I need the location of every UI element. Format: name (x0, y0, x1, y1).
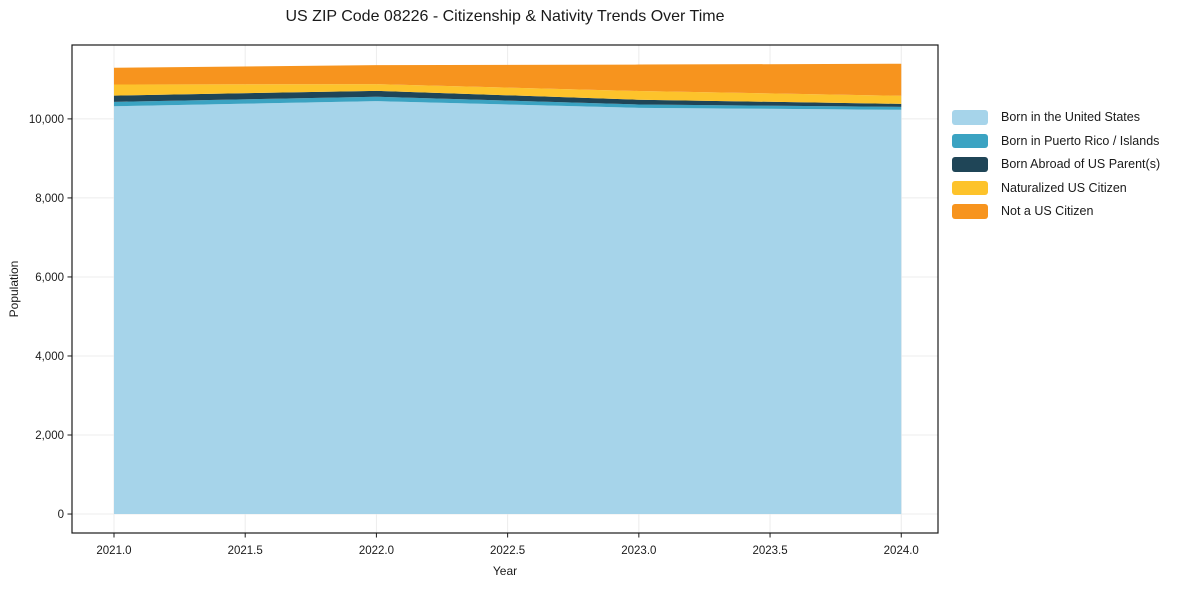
x-axis-label: Year (492, 564, 518, 578)
legend-swatch-not-citizen (952, 204, 988, 219)
y-tick-label: 0 (58, 509, 64, 521)
legend-swatch-born-in-puerto-rico (952, 133, 988, 148)
y-tick-label: 6,000 (35, 272, 64, 284)
legend-label: Born in the United States (1001, 110, 1140, 125)
x-tick-label: 2023.5 (752, 545, 787, 557)
x-tick-label: 2021.5 (228, 545, 263, 557)
axes-border (71, 44, 939, 534)
legend-swatch-born-in-us (952, 110, 988, 125)
y-tick-label: 2,000 (35, 430, 64, 442)
area-born-abroad-of-us-parent-s- (113, 90, 902, 107)
legend-swatch-born-abroad (952, 157, 988, 172)
legend-item: Born in the United States (952, 110, 1160, 125)
legend-item: Born in Puerto Rico / Islands (952, 133, 1160, 148)
x-tick-label: 2022.0 (359, 545, 394, 557)
legend-item: Not a US Citizen (952, 204, 1160, 219)
legend-swatch-naturalized (952, 180, 988, 195)
legend-label: Not a US Citizen (1001, 204, 1094, 219)
legend: Born in the United States Born in Puerto… (952, 110, 1160, 228)
legend-label: Naturalized US Citizen (1001, 180, 1127, 195)
legend-label: Born in Puerto Rico / Islands (1001, 133, 1160, 148)
y-tick-label: 4,000 (35, 351, 64, 363)
y-tick-label: 10,000 (29, 114, 64, 126)
legend-item: Born Abroad of US Parent(s) (952, 157, 1160, 172)
area-not-a-us-citizen (113, 63, 902, 96)
area-born-in-puerto-rico-islands (113, 96, 902, 110)
x-tick-label: 2024.0 (884, 545, 919, 557)
legend-label: Born Abroad of US Parent(s) (1001, 157, 1161, 172)
area-born-in-the-united-states (113, 101, 902, 515)
legend-item: Naturalized US Citizen (952, 180, 1160, 195)
x-tick-label: 2022.5 (490, 545, 525, 557)
area-naturalized-us-citizen (113, 84, 902, 104)
x-tick-label: 2023.0 (621, 545, 656, 557)
x-tick-label: 2021.0 (96, 545, 131, 557)
chart-title: US ZIP Code 08226 - Citizenship & Nativi… (285, 8, 725, 25)
y-tick-label: 8,000 (35, 193, 64, 205)
